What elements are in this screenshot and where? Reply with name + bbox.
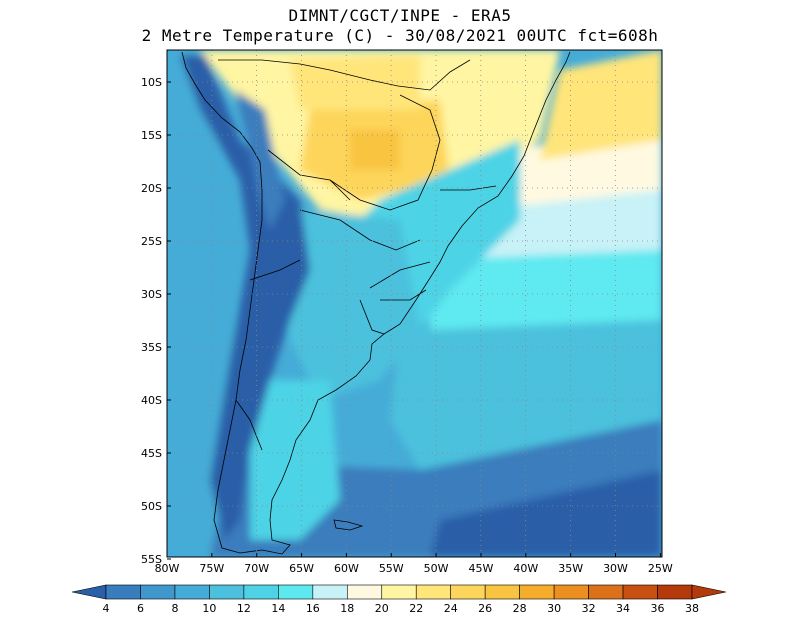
colorbar-swatch	[105, 584, 141, 600]
colorbar-swatch	[346, 584, 383, 600]
colorbar-label: 14	[271, 602, 285, 615]
lon-tick-label: 75W	[199, 562, 224, 575]
temperature-field	[167, 50, 662, 557]
lon-tick-label: 65W	[289, 562, 314, 575]
lon-tick-label: 35W	[558, 562, 583, 575]
colorbar-label: 16	[306, 602, 320, 615]
lon-tick-label: 55W	[379, 562, 404, 575]
lon-tick-label: 80W	[155, 562, 180, 575]
lat-tick-label: 45S	[141, 447, 162, 460]
colorbar-swatch	[174, 584, 210, 600]
colorbar-swatch	[243, 584, 279, 600]
colorbar-label: 4	[103, 602, 110, 615]
colorbar-label: 22	[409, 602, 423, 615]
colorbar-swatch	[588, 584, 624, 600]
plot-frame	[166, 49, 663, 558]
lat-tick-label: 35S	[141, 341, 162, 354]
colorbar-swatch	[312, 584, 348, 600]
colorbar-label: 10	[202, 602, 216, 615]
longitude-axis: 80W 75W 70W 65W 60W 55W 50W 45W 40W 35W 30W 25W	[155, 553, 673, 575]
colorbar-swatch	[140, 584, 176, 600]
colorbar-swatch	[553, 584, 589, 600]
lon-tick-label: 60W	[334, 562, 359, 575]
lat-tick-label: 15S	[141, 129, 162, 142]
lon-tick-label: 25W	[648, 562, 673, 575]
colorbar-swatch	[415, 584, 452, 600]
colorbar-swatch	[209, 584, 245, 600]
lat-tick-label: 20S	[141, 182, 162, 195]
colorbar-label: 38	[685, 602, 699, 615]
lon-tick-label: 70W	[244, 562, 269, 575]
lat-tick-label: 10S	[141, 76, 162, 89]
lat-tick-label: 40S	[141, 394, 162, 407]
colorbar-max-arrow	[691, 584, 727, 600]
colorbar-label: 32	[582, 602, 596, 615]
lat-tick-label: 25S	[141, 235, 162, 248]
colorbar-swatch	[450, 584, 486, 600]
colorbar-label: 6	[137, 602, 144, 615]
colorbar-swatch	[484, 584, 520, 600]
colorbar-swatch	[519, 584, 555, 600]
colorbar-label: 18	[340, 602, 354, 615]
colorbar-label: 36	[651, 602, 665, 615]
lon-tick-label: 50W	[424, 562, 449, 575]
colorbar-swatch	[622, 584, 658, 600]
colorbar-label: 30	[547, 602, 561, 615]
colorbar-label: 12	[237, 602, 251, 615]
colorbar-swatch	[381, 584, 417, 600]
colorbar-label: 8	[171, 602, 178, 615]
lon-tick-label: 45W	[469, 562, 494, 575]
colorbar-label: 24	[444, 602, 458, 615]
lon-tick-label: 40W	[513, 562, 538, 575]
colorbar-label: 20	[375, 602, 389, 615]
latitude-axis: 10S 15S 20S 25S 30S 35S 40S 45S 50S 55S	[141, 76, 171, 566]
map-title-line2: 2 Metre Temperature (C) - 30/08/2021 00U…	[141, 26, 659, 45]
colorbar-swatch	[657, 584, 693, 600]
lat-tick-label: 50S	[141, 500, 162, 513]
colorbar-label: 28	[513, 602, 527, 615]
coastlines	[181, 51, 571, 555]
colorbar-label: 26	[478, 602, 492, 615]
colorbar-swatch	[278, 584, 314, 600]
colorbar-min-arrow	[71, 584, 107, 600]
map-title-line1: DIMNT/CGCT/INPE - ERA5	[288, 6, 512, 25]
lat-tick-label: 30S	[141, 288, 162, 301]
lat-tick-label: 55S	[141, 553, 162, 566]
lon-tick-label: 30W	[603, 562, 628, 575]
colorbar: 4 6 8 10 12 14 16 18 20 22 24 26 28 30 32 34 36 38	[71, 584, 727, 615]
colorbar-label: 34	[616, 602, 630, 615]
